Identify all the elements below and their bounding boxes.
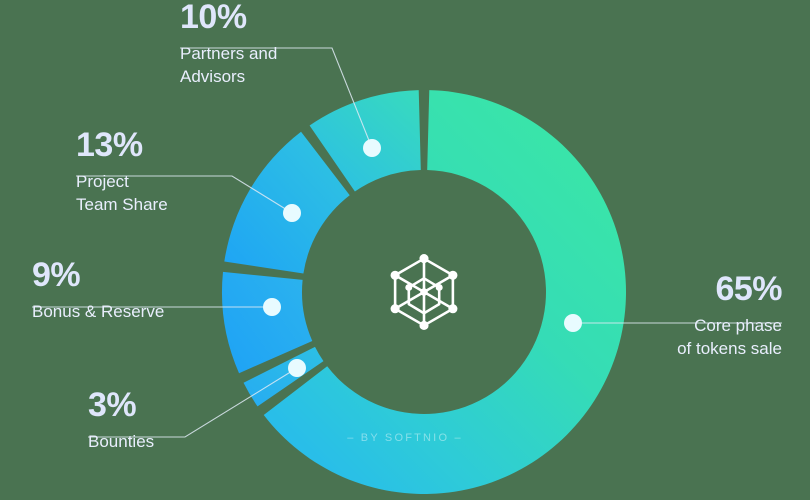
label-bounties-percent: 3% — [88, 386, 137, 424]
donut-slice-core[interactable] — [263, 90, 626, 495]
hexagon-network-icon — [390, 254, 458, 330]
label-partners-and-advisors: 10% Partners and Advisors — [180, 0, 410, 89]
label-team-name: Project Team Share — [76, 172, 168, 214]
label-bonus-percent: 9% — [32, 256, 81, 294]
label-bonus-name: Bonus & Reserve — [32, 302, 165, 321]
label-team-percent: 13% — [76, 126, 143, 164]
label-bounties: 3% Bounties — [88, 388, 318, 454]
slice-dot-bonus[interactable] — [263, 298, 281, 316]
leader-line-partners — [180, 47, 373, 149]
label-core-phase-of-tokens-sale: 65% Core phase of tokens sale — [522, 272, 782, 361]
label-partners-percent: 10% — [180, 0, 247, 36]
leader-lines — [32, 47, 782, 438]
slice-dot-partners[interactable] — [363, 139, 381, 157]
label-bounties-name: Bounties — [88, 432, 155, 451]
label-core-name: Core phase of tokens sale — [677, 316, 782, 358]
donut-slice-partners[interactable] — [309, 90, 421, 192]
slice-marker-dots — [263, 139, 582, 377]
donut-slice-bonus[interactable] — [222, 271, 313, 374]
label-bonus-and-reserve: 9% Bonus & Reserve — [32, 258, 272, 324]
leader-line-team — [76, 175, 293, 214]
slice-dot-bounties[interactable] — [288, 359, 306, 377]
label-partners-name: Partners and Advisors — [180, 44, 278, 86]
label-project-team-share: 13% Project Team Share — [76, 128, 306, 217]
donut-slice-team[interactable] — [224, 131, 350, 274]
label-core-percent: 65% — [715, 270, 782, 308]
donut-slices — [222, 90, 626, 495]
leader-line-bounties — [88, 367, 298, 438]
slice-dot-team[interactable] — [283, 204, 301, 222]
slice-dot-core[interactable] — [564, 314, 582, 332]
